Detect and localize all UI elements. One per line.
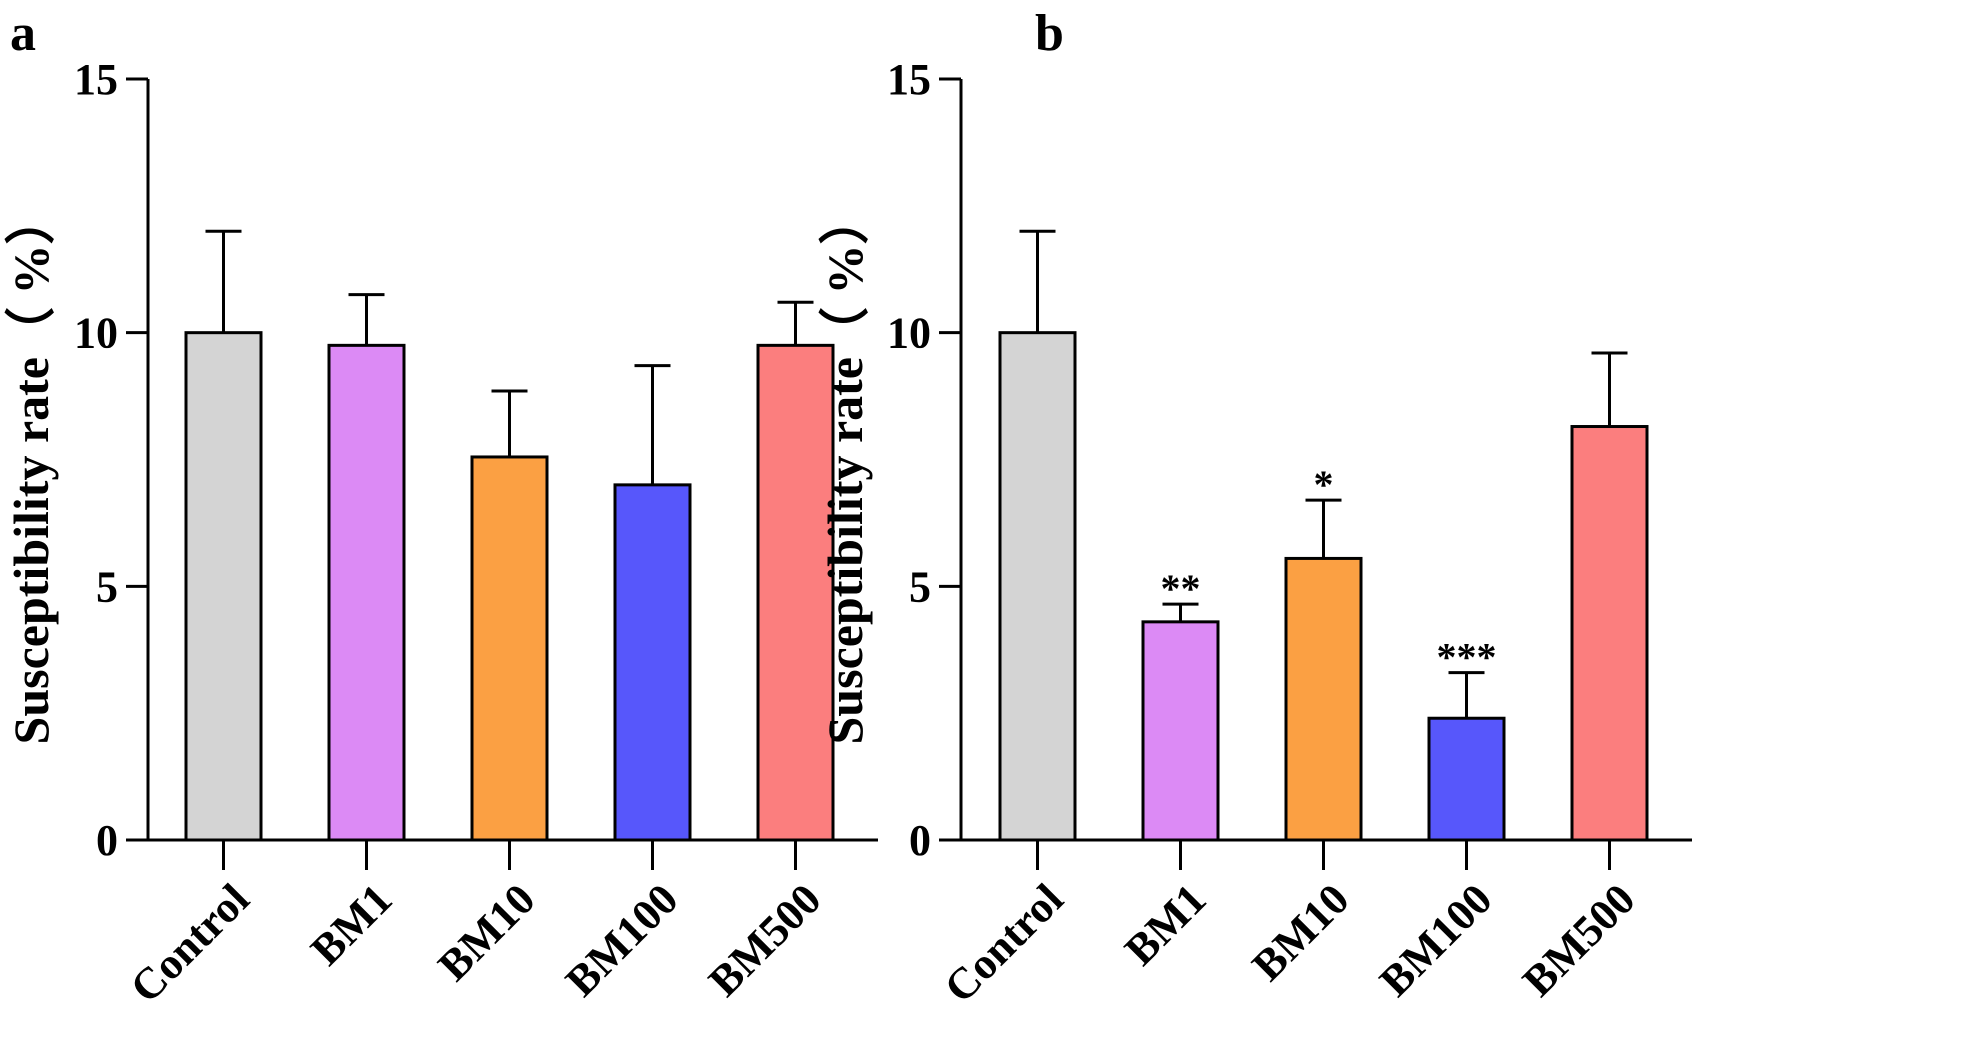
- chart-panel-b: b Susceptibility rate（ %） 0 5 10 15 Control BM1…: [817, 5, 1692, 1012]
- y-tick-label: 0: [909, 816, 931, 865]
- y-axis-title: Susceptibility rate（ %）: [817, 195, 873, 745]
- x-tick-label: BM100: [556, 874, 687, 1005]
- x-tick-label: BM10: [429, 874, 545, 990]
- x-tick-label: BM10: [1243, 874, 1359, 990]
- bar: [613, 483, 692, 842]
- significance-label: **: [1161, 566, 1201, 611]
- x-tick-label: BM1: [301, 874, 401, 974]
- significance-label: *: [1314, 462, 1334, 507]
- bar: [184, 331, 263, 842]
- bar: [756, 343, 835, 842]
- y-tick-label: 10: [74, 309, 118, 358]
- bar: [1570, 425, 1649, 842]
- y-tick-label: 10: [887, 309, 931, 358]
- y-tick-label: 15: [887, 55, 931, 104]
- y-axis-title: Susceptibility rate（ %）: [3, 195, 59, 745]
- x-tick-label: BM500: [699, 874, 830, 1005]
- chart-panel-a: a Susceptibility rate（ %） 0 5 10 15 Control BM1…: [3, 5, 878, 1012]
- x-tick-label: BM500: [1513, 874, 1644, 1005]
- significance-label: ***: [1437, 635, 1497, 680]
- bar: [1427, 716, 1506, 842]
- x-tick-label: Control: [121, 874, 259, 1012]
- y-tick-label: 0: [96, 816, 118, 865]
- bar: [470, 455, 549, 842]
- x-tick-label: Control: [935, 874, 1073, 1012]
- y-tick-label: 5: [909, 562, 931, 611]
- panel-letter: b: [1035, 5, 1064, 62]
- bar: [1284, 556, 1363, 842]
- bar: [1141, 620, 1220, 842]
- bar: [327, 343, 406, 842]
- y-tick-label: 15: [74, 55, 118, 104]
- x-tick-label: BM1: [1115, 874, 1215, 974]
- x-tick-label: BM100: [1370, 874, 1501, 1005]
- panel-letter: a: [10, 5, 36, 62]
- y-tick-label: 5: [96, 562, 118, 611]
- bar: [998, 331, 1077, 842]
